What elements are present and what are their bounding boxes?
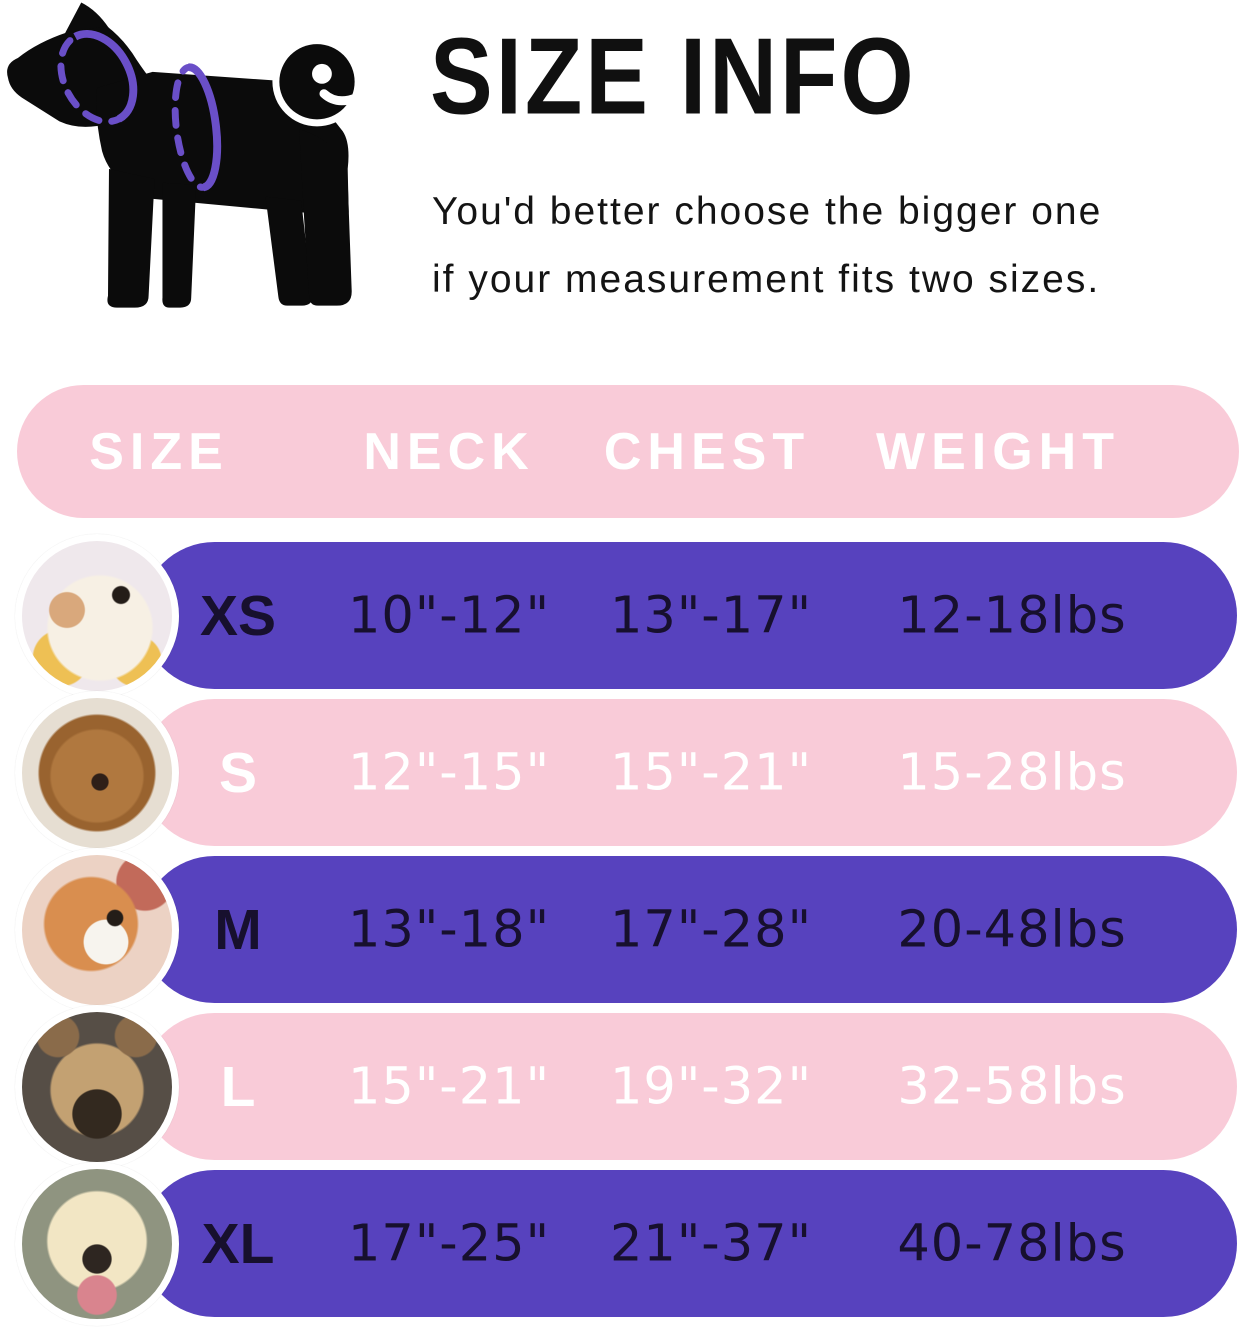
row-bar bbox=[141, 1170, 1237, 1317]
weight-cell: 12-18lbs bbox=[897, 586, 1127, 645]
size-table-header: SIZE NECK CHEST WEIGHT bbox=[17, 385, 1239, 518]
row-bar bbox=[141, 856, 1237, 1003]
row-bar bbox=[141, 699, 1237, 846]
size-row-s: S 12"-15" 15"-21" 15-28lbs bbox=[15, 690, 1237, 855]
col-header-size: SIZE bbox=[89, 422, 229, 481]
size-cell: L bbox=[220, 1054, 256, 1119]
col-header-chest: CHEST bbox=[603, 422, 811, 481]
subtitle: You'd better choose the bigger one if yo… bbox=[432, 178, 1102, 314]
dog-measurement-illustration bbox=[4, 2, 420, 320]
size-cell: S bbox=[218, 740, 258, 805]
chest-cell: 21"-37" bbox=[609, 1214, 813, 1273]
neck-measure-ring-icon bbox=[57, 29, 138, 126]
weight-cell: 15-28lbs bbox=[897, 743, 1127, 802]
neck-cell: 12"-15" bbox=[347, 743, 551, 802]
neck-cell: 10"-12" bbox=[347, 586, 551, 645]
size-cell: XS bbox=[199, 583, 277, 648]
chest-measure-ring-icon bbox=[171, 63, 222, 192]
size-row-m: M 13"-18" 17"-28" 20-48lbs bbox=[15, 847, 1237, 1012]
chest-cell: 19"-32" bbox=[609, 1057, 813, 1116]
neck-cell: 13"-18" bbox=[347, 900, 551, 959]
size-row-l: L 15"-21" 19"-32" 32-58lbs bbox=[15, 1004, 1237, 1169]
poodle-photo bbox=[15, 690, 179, 855]
size-row-xl: XL 17"-25" 21"-37" 40-78lbs bbox=[15, 1161, 1237, 1326]
col-header-weight: WEIGHT bbox=[876, 422, 1120, 481]
subtitle-line-2: if your measurement fits two sizes. bbox=[432, 258, 1101, 301]
labrador-photo bbox=[15, 1161, 179, 1326]
row-bar bbox=[141, 1013, 1237, 1160]
neck-cell: 17"-25" bbox=[347, 1214, 551, 1273]
subtitle-line-1: You'd better choose the bigger one bbox=[432, 190, 1103, 233]
chest-cell: 17"-28" bbox=[609, 900, 813, 959]
size-row-xs: XS 10"-12" 13"-17" 12-18lbs bbox=[15, 533, 1237, 698]
size-cell: M bbox=[214, 897, 262, 962]
neck-cell: 15"-21" bbox=[347, 1057, 551, 1116]
size-cell: XL bbox=[201, 1211, 275, 1276]
col-header-neck: NECK bbox=[363, 422, 535, 481]
weight-cell: 20-48lbs bbox=[897, 900, 1127, 959]
weight-cell: 32-58lbs bbox=[897, 1057, 1127, 1116]
dog-silhouette-icon bbox=[7, 2, 362, 308]
shiba-inu-photo bbox=[15, 847, 179, 1012]
chest-cell: 15"-21" bbox=[609, 743, 813, 802]
chest-cell: 13"-17" bbox=[609, 586, 813, 645]
weight-cell: 40-78lbs bbox=[897, 1214, 1127, 1273]
french-bulldog-photo bbox=[15, 1004, 179, 1169]
row-bar bbox=[141, 542, 1237, 689]
page-title: SIZE INFO bbox=[430, 15, 917, 137]
pomeranian-photo bbox=[15, 533, 179, 698]
